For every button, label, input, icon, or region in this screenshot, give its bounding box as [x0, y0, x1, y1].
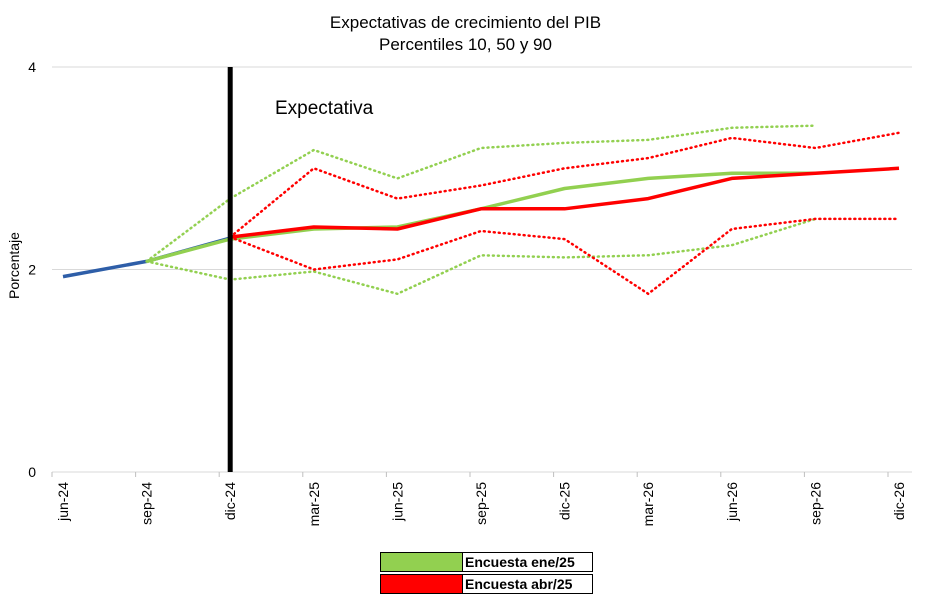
x-tick-label: jun-26	[724, 482, 740, 522]
legend-item-abr25: Encuesta abr/25	[380, 573, 593, 595]
series-line-4	[229, 166, 900, 239]
y-tick-label: 4	[28, 59, 36, 75]
chart-subtitle: Percentiles 10, 50 y 90	[379, 35, 552, 54]
series-line-5	[228, 131, 901, 239]
legend-label-ene25: Encuesta ene/25	[463, 552, 593, 572]
x-tick-label: dic-24	[222, 482, 238, 520]
x-tick-label: mar-25	[306, 482, 322, 527]
legend-swatch-abr25	[380, 574, 463, 594]
series-line-0	[62, 236, 231, 279]
x-tick-label: dic-25	[557, 482, 573, 520]
x-tick-label: sep-24	[139, 482, 155, 525]
legend-swatch-ene25	[380, 552, 463, 572]
x-tick-label: jun-25	[389, 482, 405, 522]
series-line-3	[145, 217, 817, 296]
x-tick-label: mar-26	[640, 482, 656, 527]
x-tick-label: sep-25	[473, 482, 489, 525]
y-tick-label: 0	[28, 464, 36, 480]
x-tick-label: sep-26	[807, 482, 823, 525]
legend-item-ene25: Encuesta ene/25	[380, 551, 593, 573]
legend-label-abr25: Encuesta abr/25	[463, 574, 593, 594]
y-tick-label: 2	[28, 262, 36, 278]
series-line-2	[145, 124, 817, 263]
legend: Encuesta ene/25 Encuesta abr/25	[380, 551, 593, 595]
annotation-expectativa: Expectativa	[275, 98, 374, 119]
chart-title: Expectativas de crecimiento del PIB	[329, 13, 602, 32]
y-axis-label: Porcentaje	[6, 232, 22, 299]
x-tick-label: jun-24	[55, 482, 71, 522]
x-tick-label: dic-26	[891, 482, 907, 520]
series-line-6	[228, 217, 901, 296]
